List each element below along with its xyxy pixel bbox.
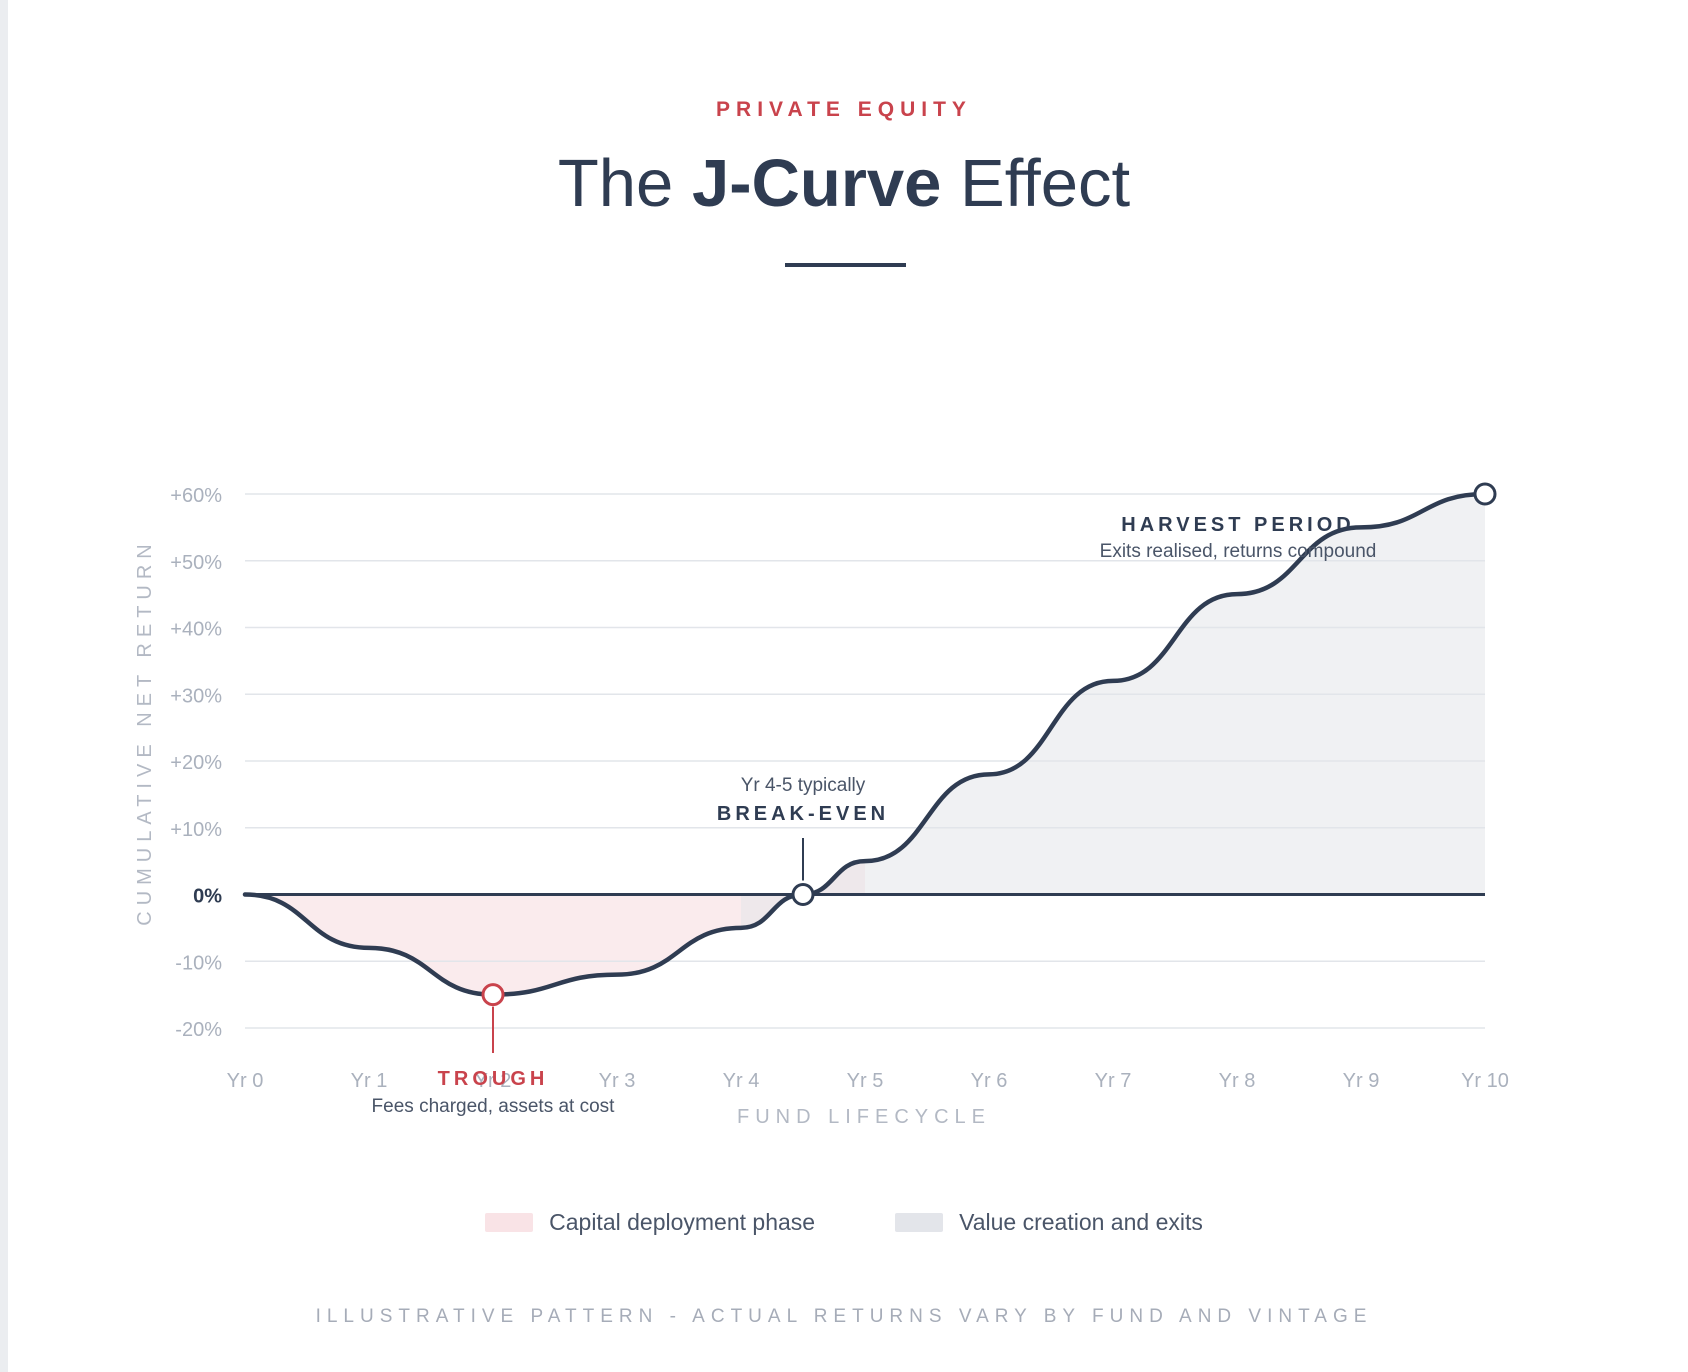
x-tick-label: Yr 3 [599, 1070, 636, 1092]
series-line [242, 491, 1488, 997]
legend-swatch-value-creation [895, 1213, 944, 1232]
y-tick-label: +50% [170, 552, 222, 574]
legend-label-deployment: Capital deployment phase [549, 1209, 816, 1235]
x-tick-label: Yr 10 [1461, 1070, 1509, 1092]
harvest-subtitle: Exits realised, returns compound [1100, 541, 1377, 562]
y-tick-label: +30% [170, 685, 222, 707]
markers [481, 482, 1497, 1007]
y-axis-label: CUMULATIVE NET RETURN [134, 538, 156, 926]
title-divider [785, 263, 906, 267]
breakeven-title: BREAK-EVEN [717, 803, 889, 825]
footnote: ILLUSTRATIVE PATTERN - ACTUAL RETURNS VA… [315, 1306, 1373, 1327]
eyebrow-label: PRIVATE EQUITY [716, 98, 972, 121]
y-tick-label: +60% [170, 485, 222, 507]
y-tick-label: 0% [193, 886, 222, 908]
legend-item-deployment: Capital deployment phase [485, 1209, 815, 1236]
break-even-marker [791, 883, 815, 906]
y-tick-label: +20% [170, 752, 222, 774]
x-tick-label: Yr 7 [1095, 1070, 1132, 1092]
x-tick-label: Yr 0 [227, 1070, 264, 1092]
x-tick-labels: Yr 0 Yr 1 Yr 2 Yr 3 Yr 4 Yr 5 Yr 6 Yr 7 Yr 8 Yr 9… [227, 1070, 1509, 1092]
legend-swatch-deployment [485, 1213, 534, 1232]
gridlines [245, 493, 1485, 1029]
x-tick-label: Yr 5 [847, 1070, 884, 1092]
title-bold: J-Curve [691, 146, 942, 221]
annotations: TROUGH Fees charged, assets at cost Yr 4-5… [372, 514, 1377, 1117]
end-marker [1473, 482, 1497, 506]
trough-subtitle: Fees charged, assets at cost [372, 1096, 616, 1117]
breakeven-pretitle: Yr 4-5 typically [741, 775, 866, 796]
harvest-title: HARVEST PERIOD [1121, 514, 1354, 536]
trough-marker [481, 983, 505, 1007]
legend-label-value-creation: Value creation and exits [959, 1209, 1203, 1235]
page-title: The J-Curve Effect [0, 144, 1688, 224]
legend: Capital deployment phase Value creation … [0, 1209, 1688, 1236]
x-tick-label: Yr 2 [475, 1070, 512, 1092]
y-tick-label: +40% [170, 619, 222, 641]
x-tick-label: Yr 6 [971, 1070, 1008, 1092]
x-axis-label: FUND LIFECYCLE [737, 1106, 991, 1128]
title-post: Effect [941, 146, 1131, 221]
trough-title: TROUGH [438, 1068, 549, 1090]
x-tick-label: Yr 8 [1219, 1070, 1256, 1092]
y-tick-label: -20% [175, 1019, 222, 1041]
x-tick-label: Yr 1 [351, 1070, 388, 1092]
y-tick-labels: +60% +50% +40% +30% +20% +10% 0% -10% -20% [170, 485, 222, 1041]
x-tick-label: Yr 9 [1343, 1070, 1380, 1092]
x-tick-label: Yr 4 [723, 1070, 760, 1092]
legend-item-value-creation: Value creation and exits [895, 1209, 1203, 1236]
title-pre: The [557, 146, 692, 221]
y-tick-label: +10% [170, 819, 222, 841]
y-tick-label: -10% [175, 952, 222, 974]
